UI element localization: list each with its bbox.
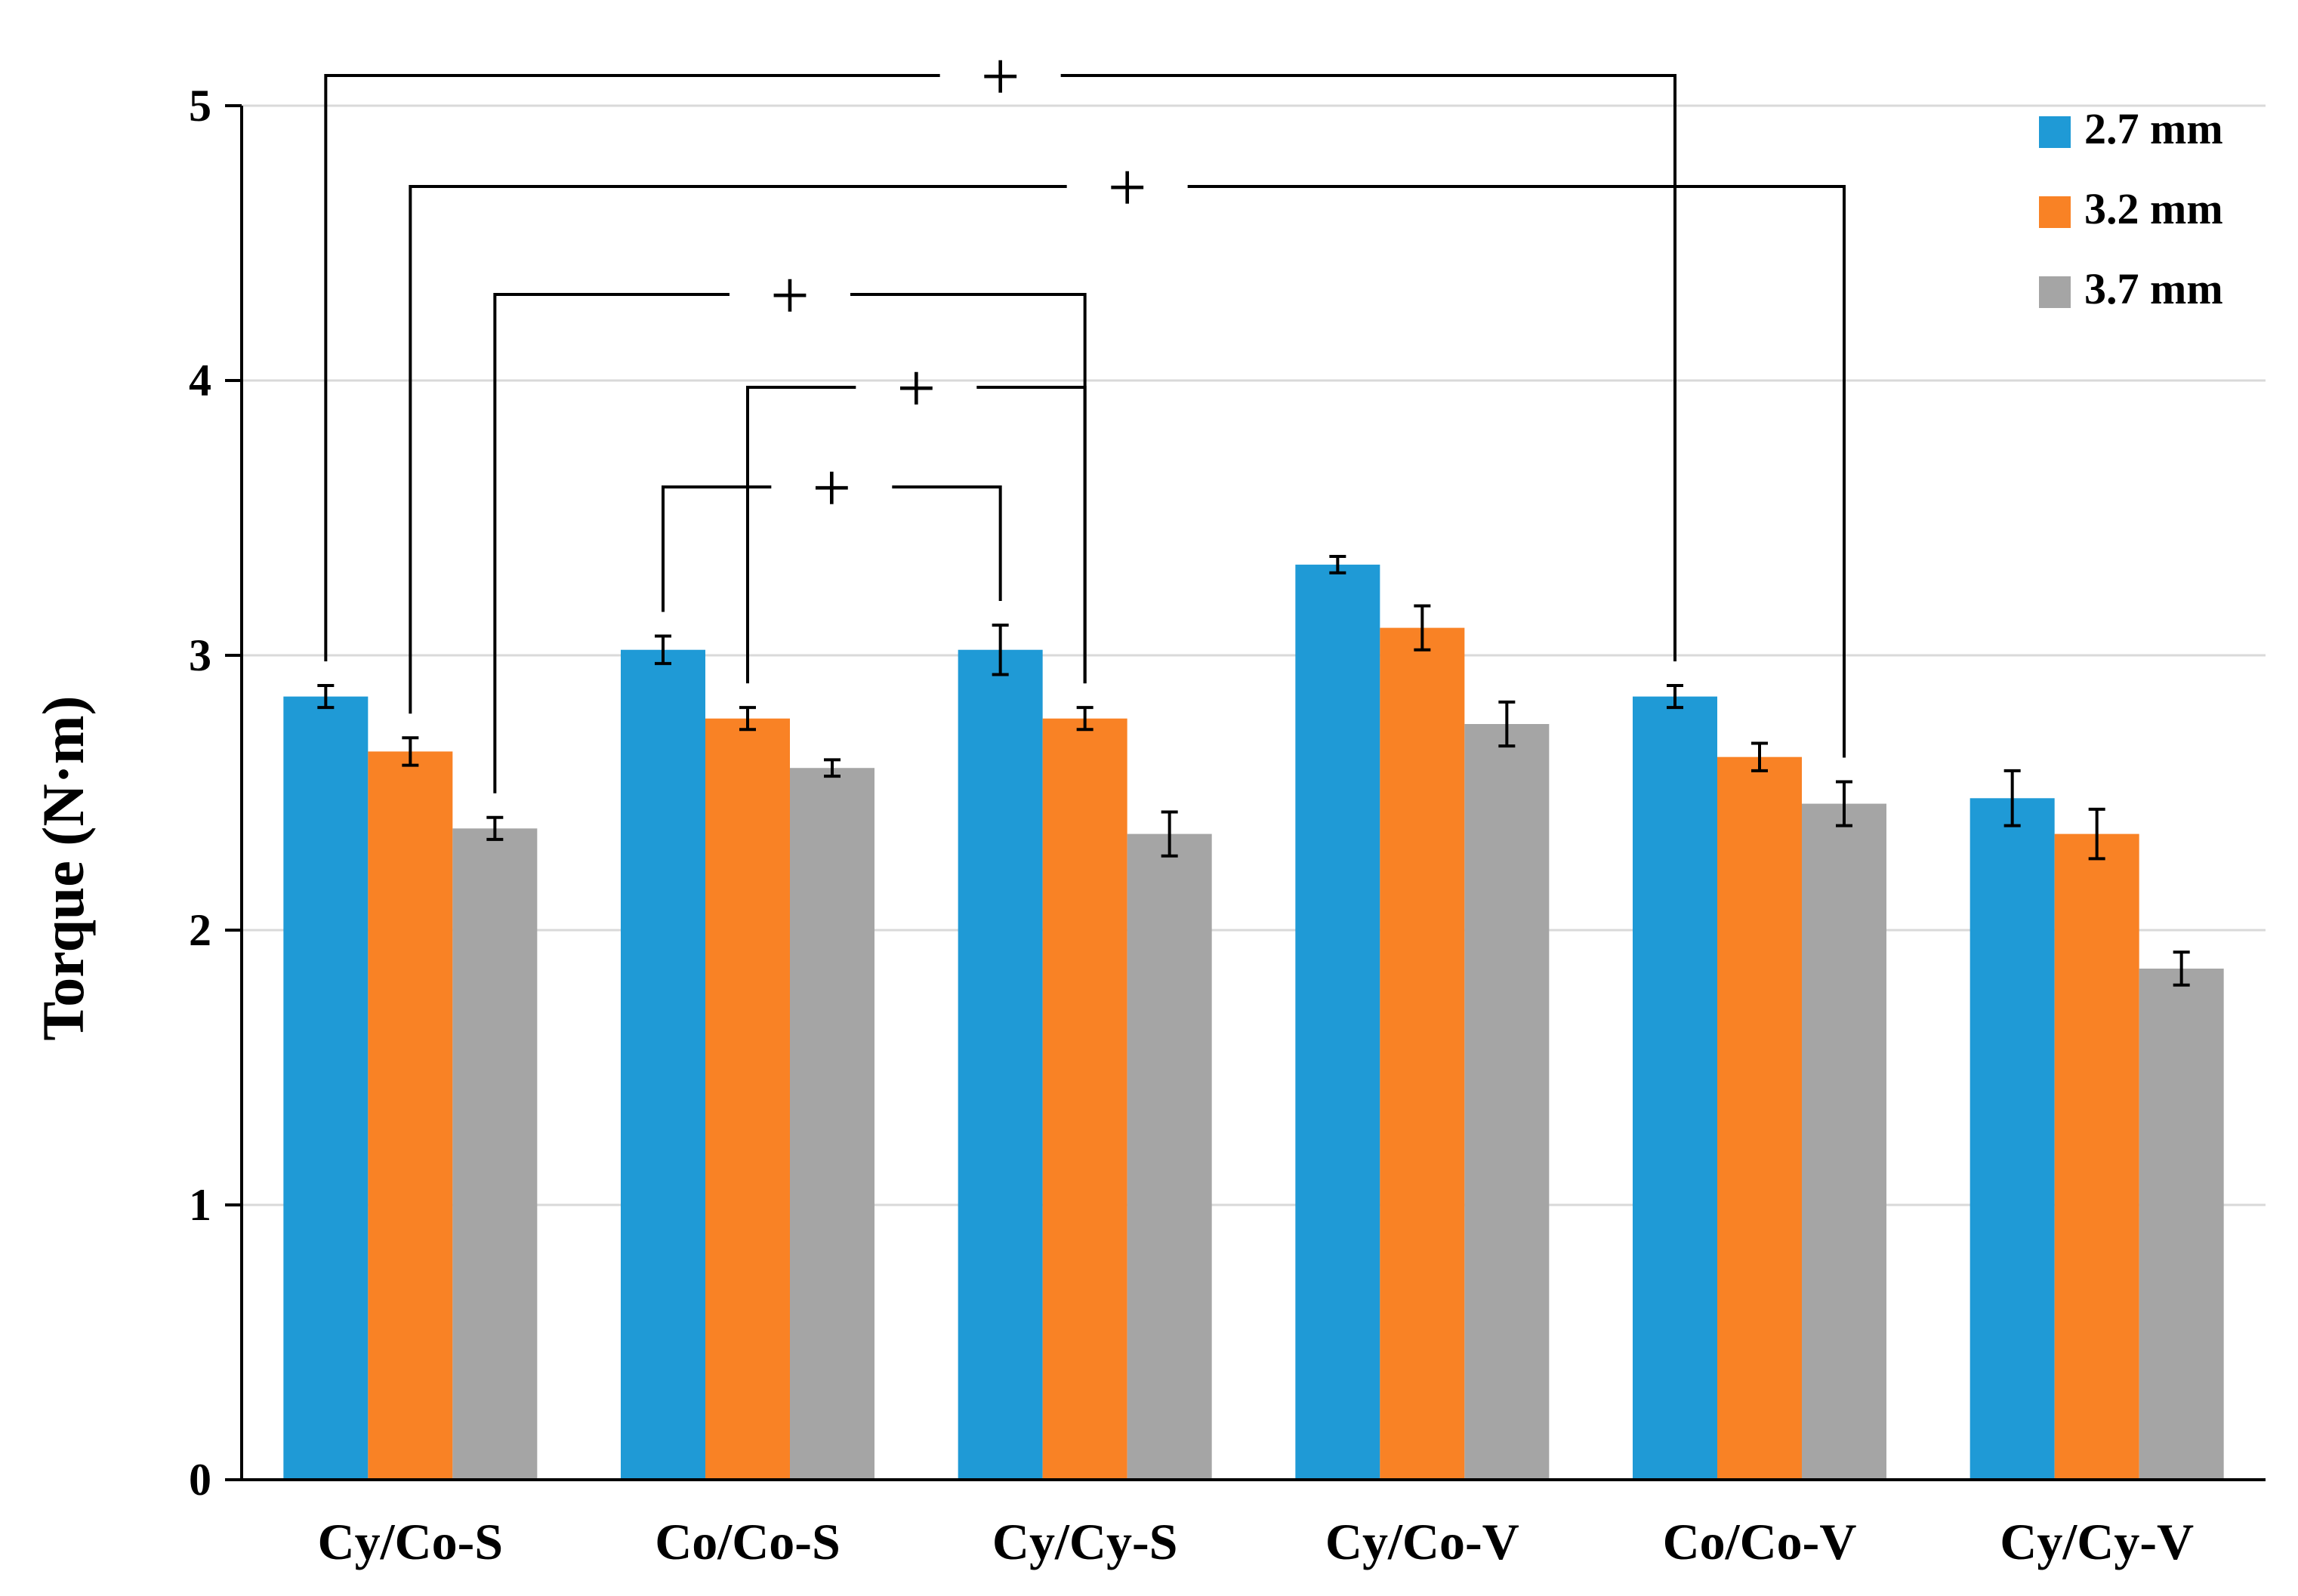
bar	[705, 718, 790, 1480]
bar-marks	[283, 564, 2224, 1480]
significance-brackets: + + + + +	[324, 38, 1846, 793]
axes	[225, 104, 2266, 1481]
x-category-label: Cy/Co-V	[1325, 1513, 1519, 1570]
bar	[1127, 833, 1212, 1480]
x-category-label: Co/Co-V	[1663, 1513, 1857, 1570]
legend-label: 2.7 mm	[2084, 104, 2223, 153]
bar	[1295, 564, 1380, 1480]
bar	[368, 751, 453, 1480]
x-category-label: Cy/Co-S	[318, 1513, 504, 1570]
bar	[958, 649, 1043, 1480]
significance-mark: +	[770, 257, 810, 334]
significance-mark: +	[1108, 149, 1147, 226]
bar	[621, 649, 705, 1480]
x-category-labels: Cy/Co-S Co/Co-S Cy/Cy-S Cy/Co-V Co/Co-V Cy/Cy…	[318, 1513, 2195, 1570]
significance-bracket	[746, 386, 1087, 684]
bar	[1380, 627, 1465, 1480]
x-category-label: Co/Co-S	[655, 1513, 841, 1570]
bar	[1969, 798, 2055, 1480]
legend-swatch	[2039, 276, 2071, 308]
bar	[452, 828, 538, 1480]
y-tick-label: 5	[189, 81, 211, 131]
bar	[2139, 968, 2224, 1480]
bar	[1633, 696, 1717, 1480]
significance-bracket	[662, 485, 1002, 612]
bar	[1802, 803, 1886, 1480]
significance-mark: +	[981, 38, 1020, 115]
y-tick-labels: 0 1 2 3 4 5	[189, 81, 211, 1505]
significance-mark: +	[896, 350, 936, 427]
bar	[790, 768, 874, 1480]
legend-swatch	[2039, 196, 2071, 228]
bar	[1717, 756, 1802, 1480]
significance-bracket	[409, 185, 1846, 758]
y-tick-label: 1	[189, 1180, 211, 1230]
significance-bracket	[324, 74, 1676, 662]
x-category-label: Cy/Cy-V	[2000, 1513, 2194, 1570]
legend-label: 3.7 mm	[2084, 264, 2223, 313]
significance-mark: +	[812, 449, 851, 526]
y-tick-label: 3	[189, 630, 211, 680]
legend: 2.7 mm 3.2 mm 3.7 mm	[2039, 104, 2223, 313]
x-category-label: Cy/Cy-S	[992, 1513, 1178, 1570]
y-tick-label: 0	[189, 1455, 211, 1505]
legend-swatch	[2039, 116, 2071, 148]
bar	[2054, 833, 2139, 1480]
y-tick-label: 4	[189, 356, 211, 405]
y-tick-label: 2	[189, 905, 211, 955]
bar	[1464, 724, 1550, 1480]
error-bars	[317, 554, 2190, 987]
bar	[1042, 718, 1127, 1480]
legend-label: 3.2 mm	[2084, 184, 2223, 233]
bar	[283, 696, 369, 1480]
gridlines	[242, 104, 2266, 1206]
y-axis-title: Torque (N·m)	[30, 695, 96, 1040]
